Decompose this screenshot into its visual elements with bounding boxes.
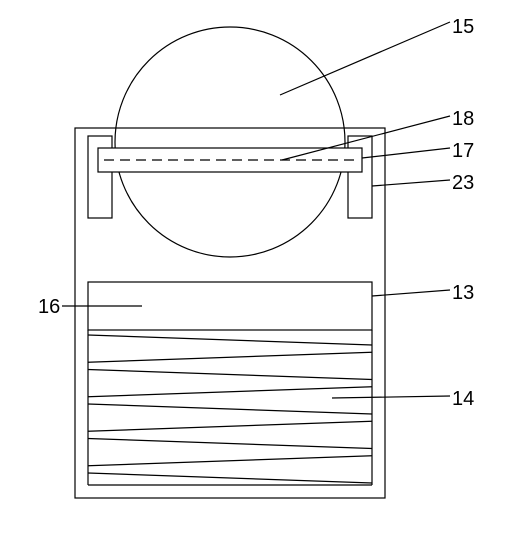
hatch-line	[88, 370, 372, 380]
label-23: 23	[452, 172, 474, 195]
technical-diagram	[0, 0, 526, 535]
hatch-line	[88, 439, 372, 449]
leader-line-14	[332, 396, 450, 398]
label-15: 15	[452, 16, 474, 39]
hatch-line	[88, 404, 372, 414]
leader-line-17	[362, 148, 450, 158]
hatch-line	[88, 456, 372, 466]
label-17: 17	[452, 140, 474, 163]
label-16: 16	[38, 296, 60, 319]
label-14: 14	[452, 388, 474, 411]
leader-line-13	[372, 290, 450, 296]
hatch-line	[88, 421, 372, 431]
leader-line-23	[372, 180, 450, 186]
hatch-line	[88, 473, 372, 483]
hatch-line	[88, 352, 372, 362]
hatch-line	[88, 387, 372, 397]
main-circle	[115, 27, 345, 257]
label-18: 18	[452, 108, 474, 131]
leader-line-15	[280, 22, 450, 95]
label-13: 13	[452, 282, 474, 305]
hatch-line	[88, 335, 372, 345]
